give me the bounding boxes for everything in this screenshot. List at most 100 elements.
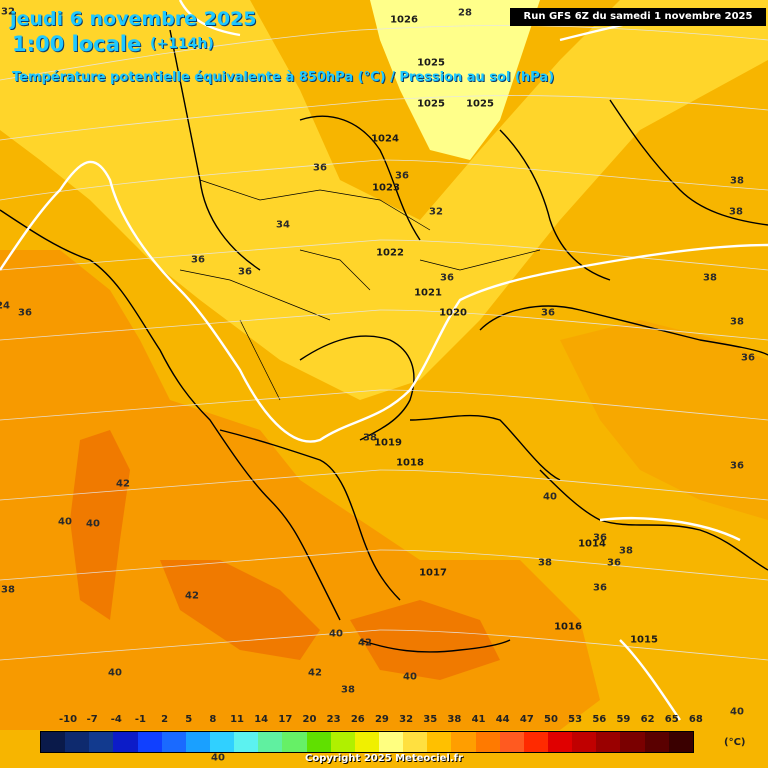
temperature-label: 40 — [58, 516, 72, 528]
legend-swatch — [620, 732, 645, 752]
temperature-label: 32 — [429, 206, 443, 218]
pressure-label: 1017 — [419, 567, 447, 579]
legend-swatch — [596, 732, 621, 752]
yellow-region — [0, 0, 768, 400]
temperature-label: 36 — [313, 162, 327, 174]
legend-tick-label: 32 — [399, 714, 414, 725]
legend-tick-label: 47 — [519, 714, 534, 725]
temperature-label: 42 — [358, 637, 372, 649]
legend-swatch — [185, 732, 210, 752]
legend-tick-label: 2 — [161, 714, 169, 725]
pressure-label: 1025 — [417, 98, 445, 110]
temperature-label: 36 — [607, 557, 621, 569]
legend-swatch — [451, 732, 476, 752]
legend-swatch — [41, 732, 66, 752]
temperature-label: 40 — [86, 518, 100, 530]
legend-swatch — [113, 732, 138, 752]
legend-tick-label: 53 — [568, 714, 583, 725]
forecast-time-title: 1:00 locale — [12, 32, 142, 56]
legend-swatch — [668, 732, 693, 752]
legend-tick-label: 50 — [544, 714, 558, 725]
temperature-label: 42 — [116, 478, 130, 490]
legend-tick-label: 8 — [209, 714, 217, 725]
temperature-label: 36 — [238, 266, 252, 278]
legend-swatch — [644, 732, 669, 752]
color-scale-legend — [40, 731, 694, 753]
deep-orange-blob-center — [160, 560, 320, 660]
pressure-label: 1019 — [374, 437, 402, 449]
legend-tick-label: 68 — [688, 714, 703, 725]
legend-swatch — [89, 732, 114, 752]
legend-swatch — [282, 732, 307, 752]
temperature-label: 42 — [185, 590, 199, 602]
legend-swatch — [403, 732, 428, 752]
legend-tick-label: -4 — [110, 714, 122, 725]
orange-region-east — [560, 320, 768, 520]
temperature-label: 38 — [619, 545, 633, 557]
pressure-label: 1023 — [372, 182, 400, 194]
legend-tick-label: 62 — [640, 714, 655, 725]
temperature-label: 38 — [730, 175, 744, 187]
legend-tick-label: 29 — [374, 714, 389, 725]
legend-swatch — [330, 732, 355, 752]
legend-swatch — [354, 732, 379, 752]
copyright-footer: Copyright 2025 Meteociel.fr — [305, 753, 463, 764]
temperature-label: 38 — [341, 684, 355, 696]
legend-tick-label: 11 — [230, 714, 245, 725]
pressure-label: 1025 — [417, 57, 445, 69]
pressure-label: 1022 — [376, 247, 404, 259]
temperature-label: 38 — [703, 272, 717, 284]
legend-swatch — [234, 732, 259, 752]
legend-swatch — [427, 732, 452, 752]
pressure-label: 1021 — [414, 287, 442, 299]
temperature-label: 32 — [1, 6, 15, 18]
coastlines — [0, 29, 768, 653]
legend-swatch — [547, 732, 573, 752]
legend-swatch — [161, 732, 186, 752]
legend-tick-label: 26 — [350, 714, 365, 725]
legend-swatch — [258, 732, 283, 752]
temperature-label: 28 — [458, 7, 472, 19]
temperature-label: 40 — [211, 752, 225, 764]
legend-tick-label: 38 — [447, 714, 462, 725]
legend-swatch — [378, 732, 404, 752]
pressure-label: 1024 — [371, 133, 399, 145]
legend-tick-label: 35 — [423, 714, 438, 725]
temperature-label: 36 — [741, 352, 755, 364]
legend-tick-label: 5 — [185, 714, 193, 725]
pressure-label: 1016 — [554, 621, 582, 633]
forecast-date-title: jeudi 6 novembre 2025 — [10, 8, 257, 30]
legend-tick-label: 56 — [592, 714, 607, 725]
legend-tick-label: -10 — [58, 714, 78, 725]
temperature-label: 36 — [395, 170, 409, 182]
pale-yellow-region — [370, 0, 540, 160]
temperature-label: 40 — [403, 671, 417, 683]
variable-description: Température potentielle équivalente à 85… — [12, 70, 555, 85]
temperature-label: 40 — [730, 706, 744, 718]
temperature-label: 24 — [0, 300, 10, 312]
legend-tick-label: 17 — [278, 714, 293, 725]
temperature-label: 36 — [593, 582, 607, 594]
pressure-label: 1025 — [466, 98, 494, 110]
pressure-label: 1018 — [396, 457, 424, 469]
lead-time-label: (+114h) — [150, 36, 214, 52]
temperature-label: 38 — [729, 206, 743, 218]
temperature-label: 36 — [593, 532, 607, 544]
legend-swatch — [499, 732, 524, 752]
temperature-label: 40 — [543, 491, 557, 503]
temperature-label: 34 — [276, 219, 290, 231]
legend-unit: (°C) — [724, 737, 746, 748]
temperature-label: 40 — [108, 667, 122, 679]
borders — [179, 179, 541, 401]
temperature-label: 42 — [308, 667, 322, 679]
temperature-label: 36 — [730, 460, 744, 472]
legend-swatch — [572, 732, 597, 752]
temperature-label: 36 — [191, 254, 205, 266]
legend-swatch — [137, 732, 162, 752]
temperature-label: 38 — [363, 432, 377, 444]
legend-tick-label: 44 — [495, 714, 510, 725]
deep-orange-blob-west — [70, 430, 130, 620]
temperature-label: 38 — [730, 316, 744, 328]
